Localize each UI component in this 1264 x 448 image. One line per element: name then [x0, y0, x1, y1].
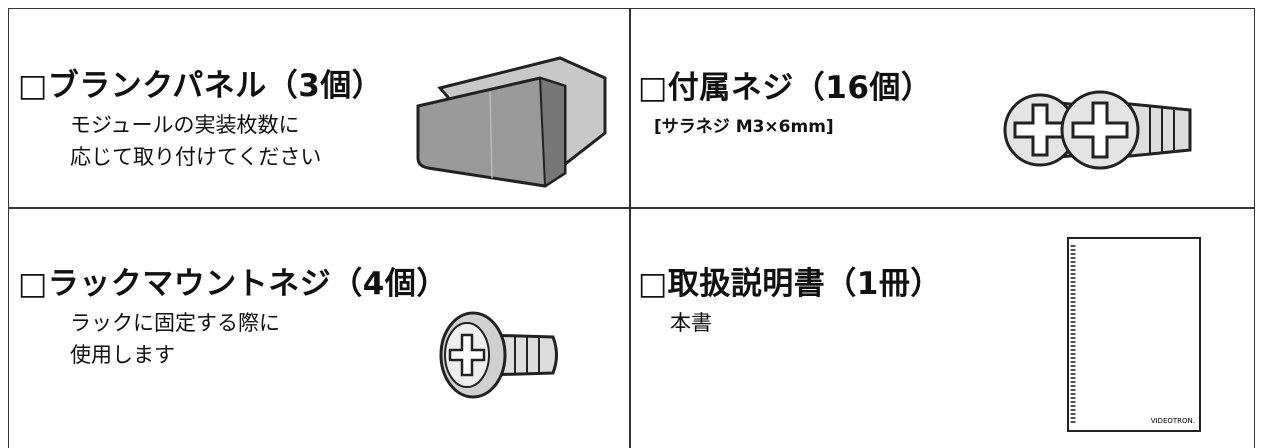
page: accessories {"cells": [ {"title": "□ブランク… [8, 8, 1255, 448]
cell-body: モジュールの実装枚数に 応じて取り付けてください [18, 109, 383, 173]
table [8, 8, 1255, 448]
cell-text: 応じて取り付けてください [70, 145, 322, 169]
panel-seam [489, 91, 493, 179]
cell-text: [サラネジ M3×6mm] [654, 117, 834, 137]
cell-title: □付属ネジ（16個） [638, 70, 933, 106]
cell: □付属ネジ（16個） [サラネジ M3×6mm] [638, 62, 932, 143]
cell-title: □取扱説明書（1冊） [638, 266, 942, 302]
cell: □ラックマウントネジ（4個） ラックに固定する際に 使用します [18, 258, 448, 371]
divider [9, 207, 1254, 209]
divider [629, 9, 631, 448]
blank-panel-image [416, 56, 607, 188]
cell: □ブランクパネル（3個） モジュールの実装枚数に 応じて取り付けてください [18, 60, 383, 173]
manual-logo: VIDEOTRON. [1151, 417, 1195, 425]
cell: □取扱説明書（1冊） 本書 [638, 258, 942, 339]
cell-body: ラックに固定する際に 使用します [18, 307, 448, 371]
cell-title: □ラックマウントネジ（4個） [18, 266, 448, 302]
rack-screw-image [439, 311, 558, 399]
manual-image: VIDEOTRON. [1067, 237, 1201, 432]
panel-side [538, 76, 566, 188]
cell-text: ラックに固定する際に [70, 311, 280, 335]
manual-cover [1067, 237, 1201, 432]
cell-text: モジュールの実装枚数に [70, 113, 300, 137]
cell-text: 本書 [670, 311, 712, 335]
cell-text: 使用します [70, 343, 175, 367]
screws-image [1003, 90, 1192, 170]
body: □ブランクパネル（3個） モジュールの実装枚数に 応じて取り付けてください □付… [8, 8, 1255, 448]
screw [1060, 90, 1192, 170]
cell-title: □ブランクパネル（3個） [18, 68, 384, 104]
